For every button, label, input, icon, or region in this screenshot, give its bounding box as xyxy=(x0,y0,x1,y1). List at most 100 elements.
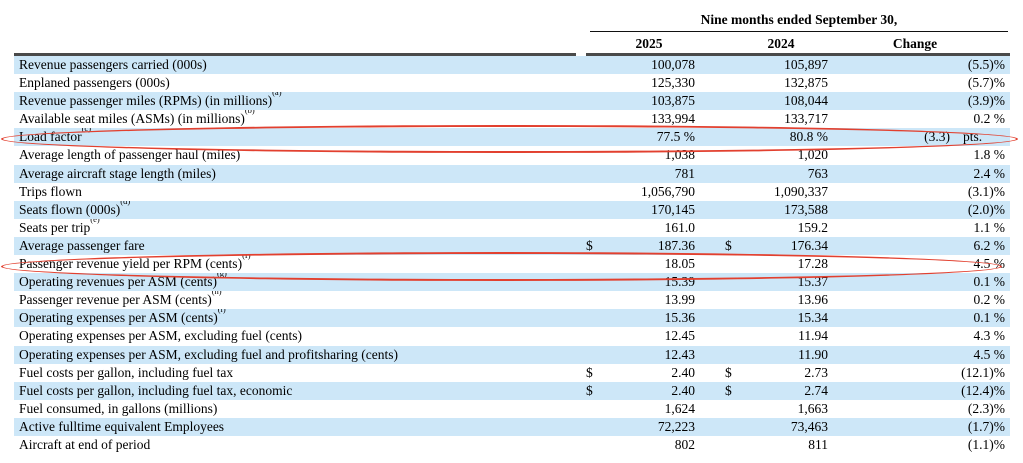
cell-2024: 15.37 xyxy=(712,273,850,291)
value-2025: 18.05 xyxy=(664,256,695,272)
row-label: Aircraft at end of period xyxy=(19,436,151,452)
dollar-sign-2024: $ xyxy=(725,364,732,380)
dollar-sign-2025: $ xyxy=(586,237,593,253)
table-row: Aircraft at end of period 802 811 (1.1)% xyxy=(14,436,1010,454)
value-2024: 2.74 xyxy=(804,382,828,398)
value-change: 0.1 % xyxy=(973,310,1006,326)
row-label: Average aircraft stage length (miles) xyxy=(19,165,216,181)
value-2025: 100,078 xyxy=(651,57,695,72)
value-2025: 13.99 xyxy=(664,292,695,308)
table-row: Trips flown 1,056,790 1,090,337 (3.1)% xyxy=(14,183,1010,201)
cell-2024: 15.34 xyxy=(712,309,850,327)
value-change: (1.7)% xyxy=(967,418,1005,434)
table-row: Active fulltime equivalent Employees 72,… xyxy=(14,417,1010,436)
value-change: 0.1 % xyxy=(973,274,1006,290)
value-2024: 15.37 xyxy=(797,274,828,290)
table-row: Passenger revenue yield per RPM (cents)(… xyxy=(14,255,1010,273)
value-2024: 173,588 xyxy=(784,201,828,217)
cell-2024: $ 176.34 xyxy=(712,237,850,255)
cell-2025: 802 xyxy=(586,436,712,454)
cell-2025: $ 2.40 xyxy=(586,364,712,382)
table-row: Operating expenses per ASM, excluding fu… xyxy=(14,345,1010,364)
column-header-row: 2025 2024 Change xyxy=(586,35,1010,52)
cell-2025: 103,875 xyxy=(586,92,712,110)
value-2025: 802 xyxy=(674,436,695,452)
footnote-superscript: (d) xyxy=(120,200,131,206)
value-2024: 73,463 xyxy=(790,418,828,434)
row-label: Passenger revenue per ASM (cents)(h) xyxy=(14,291,586,309)
row-label: Fuel costs per gallon, including fuel ta… xyxy=(19,364,234,380)
cell-2025: 170,145 xyxy=(586,201,712,219)
cell-2024: 159.2 xyxy=(712,219,850,237)
table-row: Revenue passengers carried (000s) 100,07… xyxy=(14,56,1010,75)
value-2024: 11.90 xyxy=(798,346,828,362)
value-2025: 1,624 xyxy=(664,400,695,416)
value-2024: 811 xyxy=(808,436,828,452)
value-2024: 1,663 xyxy=(797,400,828,416)
cell-change: (2.3)% xyxy=(850,400,1010,418)
cell-2025: 12.43 xyxy=(586,346,712,364)
cell-2025: 161.0 xyxy=(586,219,712,237)
dollar-sign-2025: $ xyxy=(586,382,593,398)
value-2025: 170,145 xyxy=(651,201,695,217)
value-change: 4.3 % xyxy=(973,328,1006,344)
value-2024: 133,717 xyxy=(784,111,828,127)
cell-change: 0.2 % xyxy=(850,291,1010,309)
table-row: Passenger revenue per ASM (cents)(h) 13.… xyxy=(14,291,1010,309)
value-2025: 125,330 xyxy=(651,75,695,91)
cell-2024: 73,463 xyxy=(712,418,850,436)
cell-2024: 11.94 xyxy=(712,327,850,345)
value-change: (3.9)% xyxy=(967,93,1005,109)
cell-2024: 132,875 xyxy=(712,74,850,92)
row-label: Operating expenses per ASM (cents)(i) xyxy=(14,309,586,327)
value-change: 0.2 % xyxy=(973,111,1006,127)
table-row: Revenue passenger miles (RPMs) (in milli… xyxy=(14,92,1010,111)
row-label: Average length of passenger haul (miles) xyxy=(19,147,241,163)
cell-change: (1.7)% xyxy=(850,418,1010,436)
value-change: 4.5 % xyxy=(973,346,1006,362)
cell-change: (1.1)% xyxy=(850,436,1010,454)
column-header-2025: 2025 xyxy=(635,36,663,51)
row-label: Trips flown xyxy=(19,183,82,199)
value-change: 1.8 % xyxy=(973,147,1006,163)
cell-change: 4.5 % xyxy=(850,346,1010,364)
value-change: 2.4 % xyxy=(973,165,1006,181)
table-row: Fuel costs per gallon, including fuel ta… xyxy=(14,381,1010,400)
value-change: (5.5)% xyxy=(967,57,1005,72)
table-row: Operating revenues per ASM (cents)(g) 15… xyxy=(14,273,1010,292)
cell-change: 0.2 % xyxy=(850,110,1010,128)
value-2025: 77.5 % xyxy=(656,129,695,145)
cell-change: 6.2 % xyxy=(850,237,1010,255)
cell-change: (3.3) pts. xyxy=(850,128,1010,146)
table-row: Average aircraft stage length (miles) 78… xyxy=(14,164,1010,183)
value-2025: 133,994 xyxy=(651,111,695,127)
cell-change: 1.1 % xyxy=(850,219,1010,237)
row-label: Enplaned passengers (000s) xyxy=(19,75,170,91)
value-2025: 187.36 xyxy=(657,237,695,253)
table-top-rule-value-columns xyxy=(586,53,1010,56)
value-2025: 1,038 xyxy=(664,147,695,163)
footnote-superscript: (c) xyxy=(81,128,92,134)
row-label: Active fulltime equivalent Employees xyxy=(19,418,225,434)
cell-2025: 72,223 xyxy=(586,418,712,436)
cell-2024: 1,020 xyxy=(712,146,850,164)
cell-2025: 1,038 xyxy=(586,146,712,164)
cell-2024: 763 xyxy=(712,165,850,183)
footnote-superscript: (h) xyxy=(211,291,222,297)
cell-2025: 133,994 xyxy=(586,110,712,128)
value-change: (3.3) xyxy=(924,129,950,145)
value-2024: 13.96 xyxy=(797,292,828,308)
dollar-sign-2025: $ xyxy=(586,364,593,380)
value-2024: 17.28 xyxy=(797,256,828,272)
value-2025: 12.43 xyxy=(664,346,695,362)
cell-change: 1.8 % xyxy=(850,146,1010,164)
cell-2024: 80.8 % xyxy=(712,128,850,146)
value-2025: 15.36 xyxy=(664,310,695,326)
cell-2024: 1,090,337 xyxy=(712,183,850,201)
value-2024: 15.34 xyxy=(797,310,828,326)
cell-2024: 173,588 xyxy=(712,201,850,219)
footnote-superscript: (g) xyxy=(216,273,227,279)
cell-change: (12.1)% xyxy=(850,364,1010,382)
row-label: Fuel costs per gallon, including fuel ta… xyxy=(19,382,293,398)
value-change: (2.3)% xyxy=(967,400,1005,416)
